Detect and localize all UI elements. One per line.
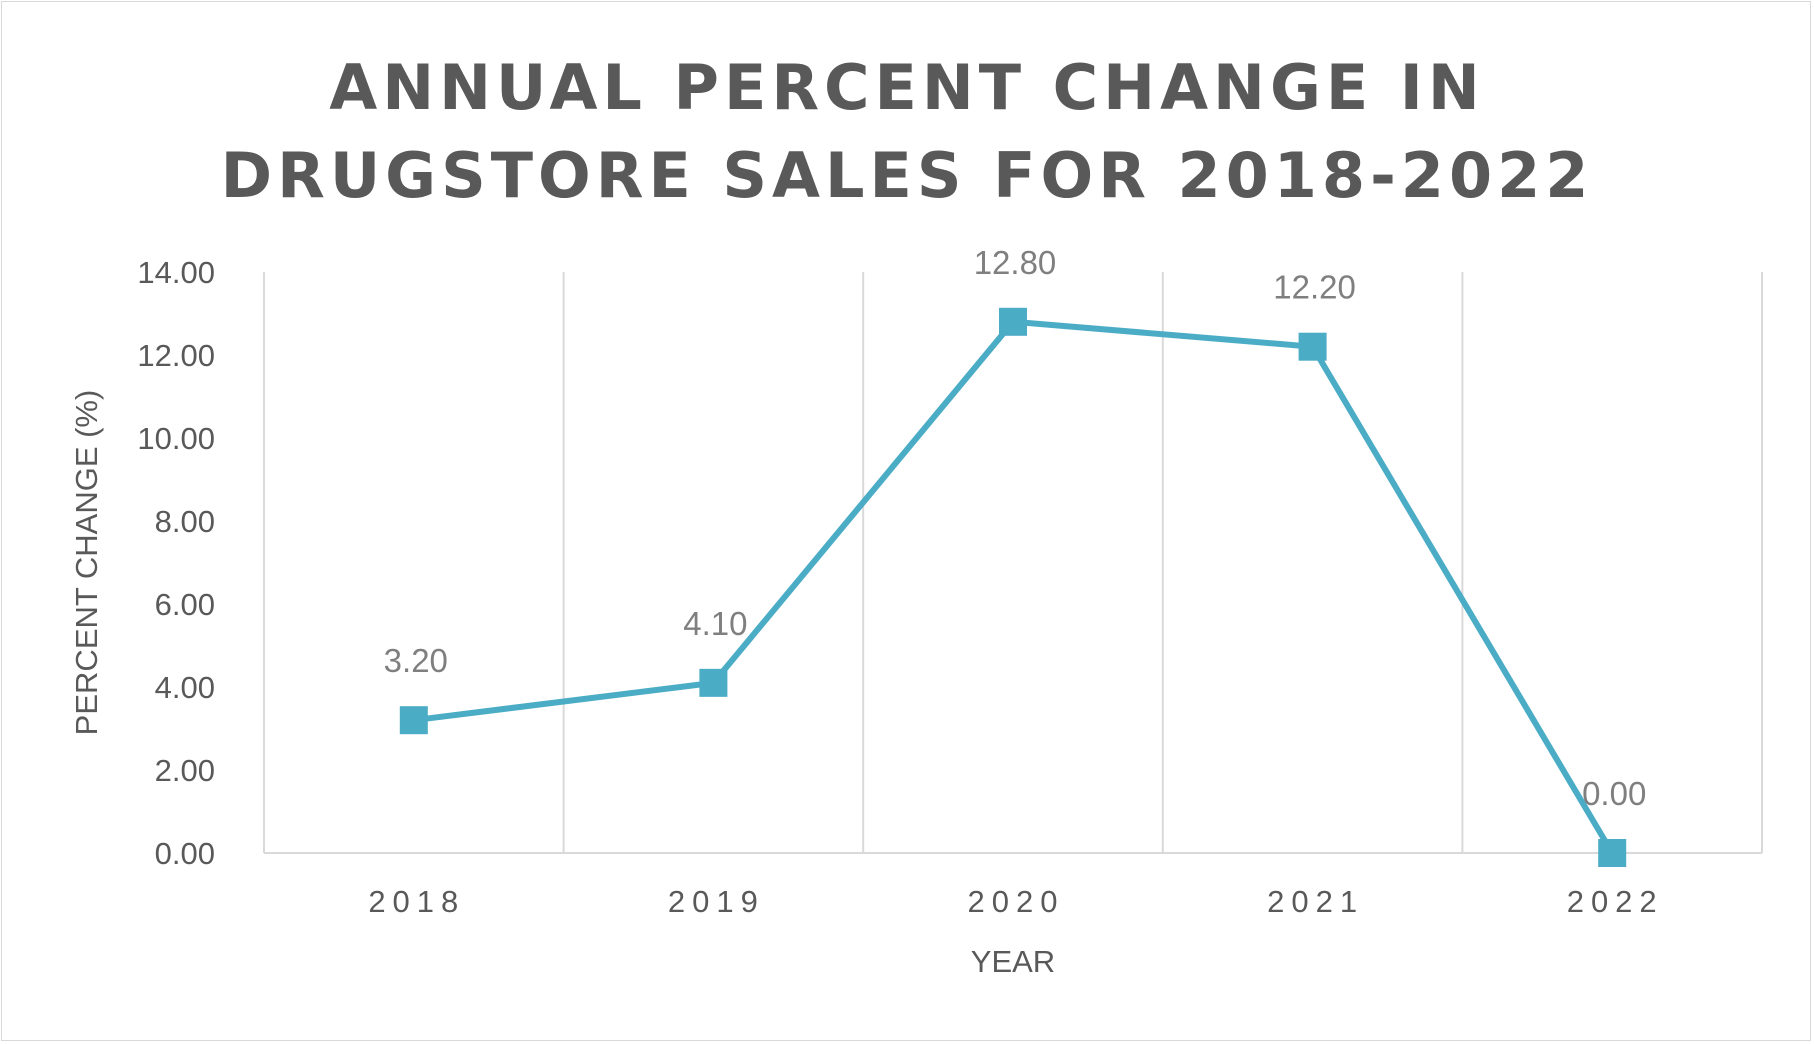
- y-tick-label: 6.00: [155, 587, 215, 622]
- data-labels: 3.20 4.10 12.80 12.20 0.00: [384, 244, 1647, 812]
- y-axis-ticks: 0.00 2.00 4.00 6.00 8.00 10.00 12.00 14.00: [137, 255, 215, 871]
- data-label: 0.00: [1582, 775, 1646, 812]
- y-tick-label: 12.00: [137, 338, 215, 373]
- y-tick-label: 8.00: [155, 504, 215, 539]
- chart-title-line-1: ANNUAL PERCENT CHANGE IN: [329, 51, 1485, 124]
- x-axis-ticks: 2018 2019 2020 2021 2022: [368, 884, 1664, 919]
- x-axis-label: YEAR: [971, 944, 1055, 979]
- y-tick-label: 10.00: [137, 421, 215, 456]
- gridlines: [263, 272, 1763, 854]
- data-point-marker: [999, 307, 1027, 336]
- y-tick-label: 2.00: [155, 753, 215, 788]
- series: [399, 307, 1627, 867]
- data-label: 12.80: [974, 244, 1057, 281]
- data-point-marker: [1598, 839, 1627, 867]
- x-tick-label: 2019: [668, 884, 765, 919]
- data-point-marker: [399, 706, 428, 735]
- chart-title-line-2: DRUGSTORE SALES FOR 2018-2022: [220, 139, 1594, 212]
- data-point-marker: [1298, 332, 1327, 361]
- x-tick-label: 2020: [968, 884, 1065, 919]
- chart-title: ANNUAL PERCENT CHANGE IN DRUGSTORE SALES…: [0, 44, 1814, 220]
- series-line: [413, 318, 1615, 855]
- y-tick-label: 0.00: [155, 836, 215, 871]
- data-label: 12.20: [1273, 269, 1356, 306]
- data-label: 4.10: [683, 605, 747, 642]
- y-axis-label: PERCENT CHANGE (%): [69, 390, 104, 736]
- data-label: 3.20: [384, 642, 448, 679]
- y-tick-label: 14.00: [137, 255, 215, 290]
- data-point-marker: [699, 668, 728, 697]
- y-tick-label: 4.00: [155, 670, 215, 705]
- x-tick-label: 2021: [1267, 884, 1364, 919]
- x-tick-label: 2018: [368, 884, 465, 919]
- x-tick-label: 2022: [1567, 884, 1664, 919]
